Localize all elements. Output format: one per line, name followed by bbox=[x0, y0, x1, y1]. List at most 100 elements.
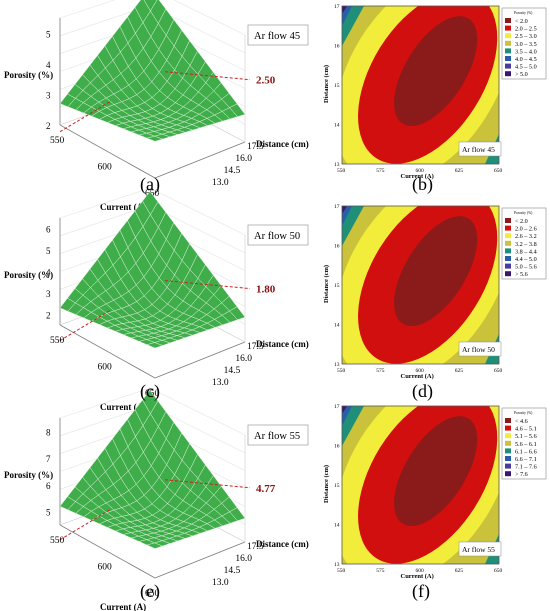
contour-band bbox=[342, 206, 364, 246]
x-tick-label: 625 bbox=[455, 568, 464, 574]
z-tick-label: 8 bbox=[46, 427, 51, 437]
x-tick-label: 625 bbox=[455, 168, 464, 174]
contour-band bbox=[342, 406, 352, 426]
y-tick-label: 14 bbox=[334, 523, 340, 529]
panel-label: (e) bbox=[140, 581, 160, 602]
y-tick-label: 17 bbox=[334, 404, 340, 410]
value-marker-line bbox=[164, 479, 251, 489]
y-tick-label: 17.5 bbox=[247, 542, 264, 552]
gridline bbox=[59, 387, 151, 419]
x-axis-label: Current (A) bbox=[401, 173, 434, 180]
legend-swatch bbox=[505, 425, 511, 431]
z-tick-label: 7 bbox=[46, 454, 51, 464]
annotation-box bbox=[247, 24, 309, 46]
x-axis-label: Current (A) bbox=[401, 373, 434, 380]
x-tick-label: 600 bbox=[98, 563, 113, 573]
y-axis-label: Distance (cm) bbox=[323, 65, 330, 103]
y-tick-label: 13 bbox=[334, 162, 340, 168]
x-tick-label: 550 bbox=[337, 568, 346, 574]
y-tick-label: 14.5 bbox=[224, 166, 241, 176]
x-axis-label: Current (A) bbox=[401, 573, 434, 580]
legend-swatch bbox=[505, 218, 511, 223]
legend-swatch bbox=[505, 471, 511, 477]
legend-swatch bbox=[505, 225, 511, 231]
value-marker-line bbox=[164, 280, 251, 290]
plot-frame bbox=[341, 5, 500, 165]
legend-label: 2.6 – 3.2 bbox=[515, 233, 537, 240]
x-axis bbox=[59, 124, 156, 179]
legend-label: > 7.6 bbox=[515, 471, 528, 478]
x-tick-label: 650 bbox=[494, 168, 503, 174]
y-tick-label: 14.5 bbox=[224, 366, 241, 376]
y-tick-label: 17.5 bbox=[247, 342, 264, 352]
z-tick-label: 5 bbox=[46, 246, 51, 256]
annotation-box bbox=[458, 341, 502, 357]
y-axis-label: Distance (cm) bbox=[256, 139, 309, 149]
x-axis-label: Current (A) bbox=[100, 202, 146, 212]
legend-swatch bbox=[505, 63, 511, 69]
legend-label: 3.5 – 4.0 bbox=[515, 48, 537, 55]
legend-swatch bbox=[505, 71, 511, 77]
x-axis-label: Current (A) bbox=[100, 602, 146, 611]
legend-swatch bbox=[505, 33, 511, 39]
y-tick-label: 14.5 bbox=[224, 566, 241, 576]
z-tick-label: 5 bbox=[46, 508, 51, 518]
annotation-text: Ar flow 50 bbox=[254, 231, 300, 242]
legend-label: < 2.0 bbox=[515, 18, 528, 25]
y-tick-label: 13.0 bbox=[212, 178, 229, 188]
legend-swatch bbox=[505, 271, 511, 277]
x-tick-label: 600 bbox=[416, 568, 425, 574]
contour-band bbox=[342, 6, 347, 14]
x-tick-label: 600 bbox=[416, 368, 425, 374]
legend-label: 2.0 – 2.6 bbox=[515, 226, 537, 233]
contour-band bbox=[342, 6, 364, 46]
y-tick-label: 13 bbox=[334, 562, 340, 568]
annotation-box bbox=[247, 224, 309, 246]
legend-label: 4.0 – 4.5 bbox=[515, 56, 537, 63]
x-tick-label: 600 bbox=[98, 163, 113, 173]
contour-band bbox=[342, 206, 347, 214]
panel-label: (b) bbox=[412, 174, 433, 195]
y-tick-label: 17 bbox=[334, 4, 340, 10]
y-axis bbox=[154, 141, 246, 179]
z-tick-label: 3 bbox=[46, 90, 51, 100]
z-tick-label: 3 bbox=[46, 289, 51, 299]
contour-panel-5: 550 575 600 625 650 Current (A) 13 14 15 16 17 Dist… bbox=[323, 404, 547, 580]
z-tick-label: 4 bbox=[46, 268, 51, 278]
y-tick-label: 16.0 bbox=[235, 354, 252, 364]
legend-swatch bbox=[505, 456, 511, 461]
legend-label: 5.0 – 5.6 bbox=[515, 264, 537, 271]
legend-swatch bbox=[505, 463, 511, 469]
legend-swatch bbox=[505, 18, 511, 23]
legend-swatch bbox=[505, 433, 511, 439]
contour-fills bbox=[342, 206, 499, 364]
legend-label: > 5.6 bbox=[515, 271, 528, 278]
y-axis-label: Distance (cm) bbox=[323, 265, 330, 303]
surface-mesh bbox=[59, 389, 246, 549]
contour-band bbox=[394, 16, 478, 127]
z-axis-label: Porosity (%) bbox=[4, 270, 53, 280]
annotation-text: Ar flow 45 bbox=[462, 145, 495, 154]
legend-label: 4.4 – 5.0 bbox=[515, 256, 537, 263]
plot-frame bbox=[341, 205, 500, 365]
x-axis-label: Current (A) bbox=[100, 402, 146, 412]
legend-swatch bbox=[505, 240, 511, 246]
legend-swatch bbox=[505, 48, 511, 54]
y-tick-label: 13 bbox=[334, 362, 340, 368]
gridline bbox=[59, 205, 151, 237]
legend-swatch bbox=[505, 263, 511, 269]
legend-label: 4.5 – 5.0 bbox=[515, 64, 537, 71]
legend-title: Porosity (%) bbox=[514, 11, 533, 15]
marked-value: 1.80 bbox=[256, 284, 276, 296]
x-tick-label: 600 bbox=[98, 363, 113, 373]
y-tick-label: 16 bbox=[334, 444, 340, 450]
x-tick-label: 650 bbox=[494, 368, 503, 374]
annotation-box bbox=[247, 424, 309, 446]
annotation-box bbox=[458, 541, 502, 557]
annotation-text: Ar flow 50 bbox=[462, 345, 495, 354]
y-axis-label: Distance (cm) bbox=[256, 339, 309, 349]
x-tick-label: 575 bbox=[376, 368, 385, 374]
legend-title: Porosity (%) bbox=[514, 211, 533, 215]
